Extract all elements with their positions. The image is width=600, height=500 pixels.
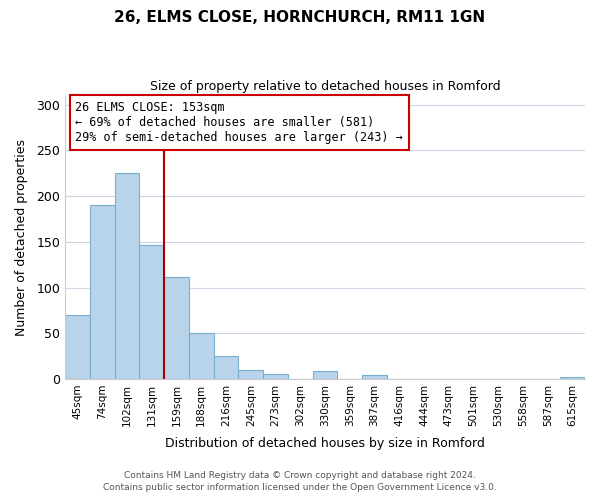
Bar (263, 374, 288, 379)
Text: 26, ELMS CLOSE, HORNCHURCH, RM11 1GN: 26, ELMS CLOSE, HORNCHURCH, RM11 1GN (115, 10, 485, 25)
Bar (189, 333, 214, 379)
Bar (560, 377, 585, 379)
Bar (313, 370, 337, 379)
X-axis label: Distribution of detached houses by size in Romford: Distribution of detached houses by size … (165, 437, 485, 450)
Bar (238, 370, 263, 379)
Title: Size of property relative to detached houses in Romford: Size of property relative to detached ho… (150, 80, 500, 93)
Bar (362, 375, 387, 379)
Bar (115, 173, 139, 379)
Bar (214, 356, 238, 379)
Text: Contains HM Land Registry data © Crown copyright and database right 2024.
Contai: Contains HM Land Registry data © Crown c… (103, 471, 497, 492)
Text: 26 ELMS CLOSE: 153sqm
← 69% of detached houses are smaller (581)
29% of semi-det: 26 ELMS CLOSE: 153sqm ← 69% of detached … (76, 101, 403, 144)
Bar (90, 205, 115, 379)
Y-axis label: Number of detached properties: Number of detached properties (15, 138, 28, 336)
Bar (65, 315, 90, 379)
Bar (164, 278, 189, 379)
Bar (139, 244, 164, 379)
